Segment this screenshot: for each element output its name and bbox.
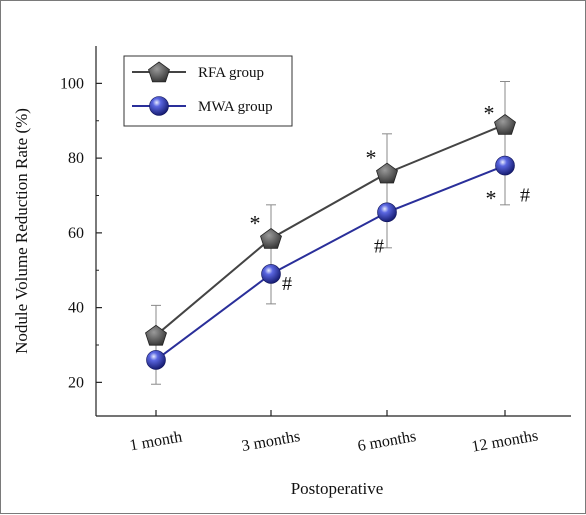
y-tick-label: 100	[60, 75, 84, 92]
data-point-sphere	[377, 202, 397, 223]
significance-hash: #	[374, 235, 384, 257]
data-point-pentagon	[145, 324, 167, 346]
legend-marker-sphere	[149, 96, 169, 116]
significance-annotations: * * * # # * #	[250, 100, 531, 294]
data-point-pentagon	[494, 114, 516, 135]
significance-asterisk: *	[366, 145, 377, 170]
y-tick-label: 20	[68, 374, 84, 391]
legend: RFA group MWA group	[123, 55, 293, 127]
error-bars	[151, 81, 510, 385]
series-lines	[155, 123, 506, 361]
data-point-sphere	[495, 155, 515, 176]
legend-label: RFA group	[198, 65, 264, 81]
data-point-pentagon	[376, 162, 398, 184]
data-point-pentagon	[260, 228, 282, 249]
x-tick-label: 3 months	[240, 428, 301, 455]
significance-hash: #	[282, 273, 292, 295]
significance-hash: #	[520, 185, 530, 207]
y-tick-label: 40	[68, 300, 84, 317]
series-line	[155, 164, 506, 361]
legend-label: MWA group	[198, 99, 273, 115]
x-tick-label: 6 months	[356, 428, 417, 455]
data-point-sphere	[146, 350, 166, 370]
x-tick-label: 1 month	[128, 429, 183, 455]
data-markers	[145, 114, 516, 370]
significance-asterisk: *	[484, 100, 495, 125]
series-line	[155, 123, 506, 337]
x-axis-label: Postoperative	[291, 479, 384, 498]
legend-marker-pentagon	[148, 61, 170, 83]
y-tick-label: 60	[68, 225, 84, 242]
significance-asterisk: *	[486, 186, 497, 211]
significance-asterisk: *	[250, 210, 261, 235]
x-tick-label: 12 months	[470, 427, 539, 455]
y-axis-label: Nodule Volume Reduction Rate (%)	[12, 108, 31, 354]
y-tick-label: 80	[68, 150, 84, 167]
data-point-sphere	[261, 264, 281, 284]
